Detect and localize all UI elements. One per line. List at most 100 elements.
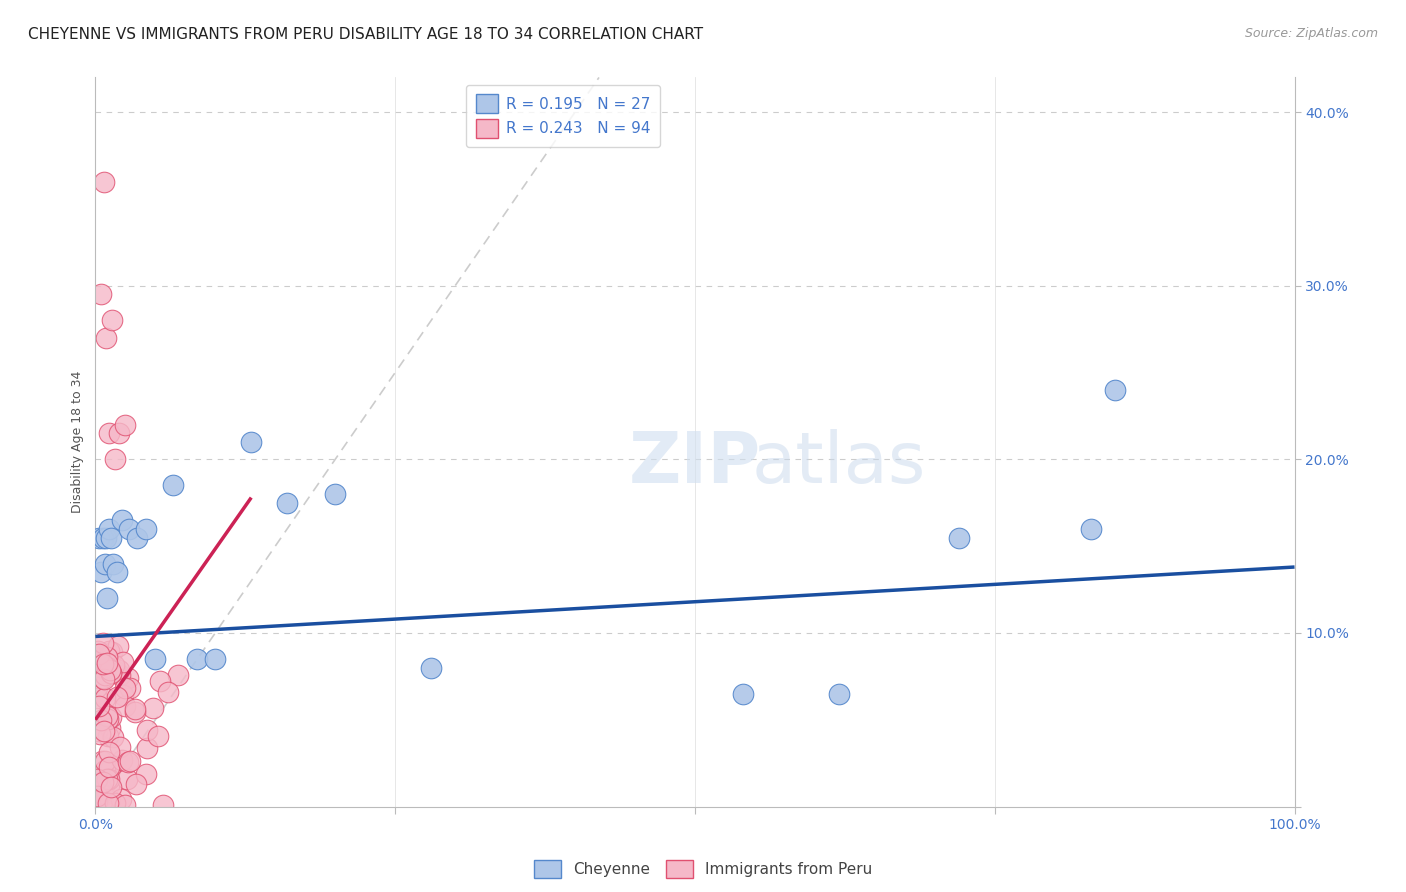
Point <box>108 663 131 677</box>
Point <box>86 772 108 787</box>
Point <box>94 775 117 789</box>
Point <box>96 660 118 674</box>
Point <box>86 794 108 808</box>
Point <box>125 777 148 791</box>
Point <box>135 767 157 781</box>
Point <box>152 798 174 813</box>
Text: atlas: atlas <box>752 429 927 499</box>
Point <box>91 775 114 789</box>
Point <box>91 754 114 768</box>
Point <box>97 729 120 743</box>
Point <box>104 664 127 678</box>
Point <box>135 522 157 536</box>
Point <box>94 755 117 769</box>
Text: Source: ZipAtlas.com: Source: ZipAtlas.com <box>1244 27 1378 40</box>
Point <box>136 740 159 755</box>
Point <box>91 531 114 545</box>
Point <box>108 668 131 682</box>
Point <box>93 723 115 738</box>
Point <box>124 705 146 719</box>
Point <box>166 667 188 681</box>
Point <box>1080 522 1102 536</box>
Point <box>94 690 117 705</box>
Point <box>96 591 118 606</box>
Point <box>94 668 117 682</box>
Point <box>90 798 112 813</box>
Point <box>111 655 134 669</box>
Point <box>186 652 208 666</box>
Point <box>112 688 135 702</box>
Point <box>93 671 115 685</box>
Point <box>948 531 970 545</box>
Point <box>97 426 120 441</box>
Point <box>90 287 112 301</box>
Point <box>114 681 136 695</box>
Point <box>97 772 120 786</box>
Point <box>98 745 121 759</box>
Point <box>90 665 112 680</box>
Point <box>100 531 122 545</box>
Point <box>98 663 121 677</box>
Point <box>86 680 108 694</box>
Point <box>86 690 108 705</box>
Point <box>103 557 125 571</box>
Point <box>117 671 139 685</box>
Point <box>97 644 120 658</box>
Point <box>101 731 124 745</box>
Point <box>91 636 114 650</box>
Point <box>86 655 108 669</box>
Point <box>103 658 125 673</box>
Point <box>89 779 111 793</box>
Point <box>107 639 129 653</box>
Point <box>87 790 110 805</box>
Point <box>98 762 121 776</box>
Point <box>204 652 226 666</box>
Point <box>127 531 149 545</box>
Point <box>100 666 122 681</box>
Point <box>276 496 298 510</box>
Point <box>98 721 121 735</box>
Point <box>162 478 184 492</box>
Legend: Cheyenne, Immigrants from Peru: Cheyenne, Immigrants from Peru <box>527 854 879 884</box>
Point <box>97 712 120 726</box>
Point <box>101 645 124 659</box>
Point <box>114 699 136 714</box>
Point <box>120 681 142 696</box>
Point <box>142 700 165 714</box>
Point <box>156 684 179 698</box>
Point <box>118 522 141 536</box>
Point <box>90 566 112 580</box>
Point <box>86 789 108 803</box>
Point <box>105 690 128 704</box>
Point <box>111 753 134 767</box>
Point <box>94 331 117 345</box>
Point <box>98 793 121 807</box>
Point <box>108 426 131 441</box>
Text: CHEYENNE VS IMMIGRANTS FROM PERU DISABILITY AGE 18 TO 34 CORRELATION CHART: CHEYENNE VS IMMIGRANTS FROM PERU DISABIL… <box>28 27 703 42</box>
Text: ZIP: ZIP <box>628 429 761 499</box>
Point <box>115 772 138 786</box>
Point <box>89 699 111 714</box>
Y-axis label: Disability Age 18 to 34: Disability Age 18 to 34 <box>72 371 84 513</box>
Point <box>143 652 166 666</box>
Point <box>114 417 136 432</box>
Point <box>94 557 117 571</box>
Point <box>103 452 125 467</box>
Point <box>96 649 118 664</box>
Point <box>91 657 114 671</box>
Point <box>731 687 754 701</box>
Point <box>240 435 263 450</box>
Point <box>117 755 139 769</box>
Point <box>828 687 851 701</box>
Point <box>111 513 134 527</box>
Point <box>136 723 159 738</box>
Point <box>91 788 114 802</box>
Point <box>100 666 122 681</box>
Point <box>93 175 115 189</box>
Point <box>420 661 443 675</box>
Point <box>96 709 118 723</box>
Point <box>1104 383 1126 397</box>
Point <box>100 780 122 794</box>
Point <box>108 739 131 754</box>
Point <box>96 772 118 786</box>
